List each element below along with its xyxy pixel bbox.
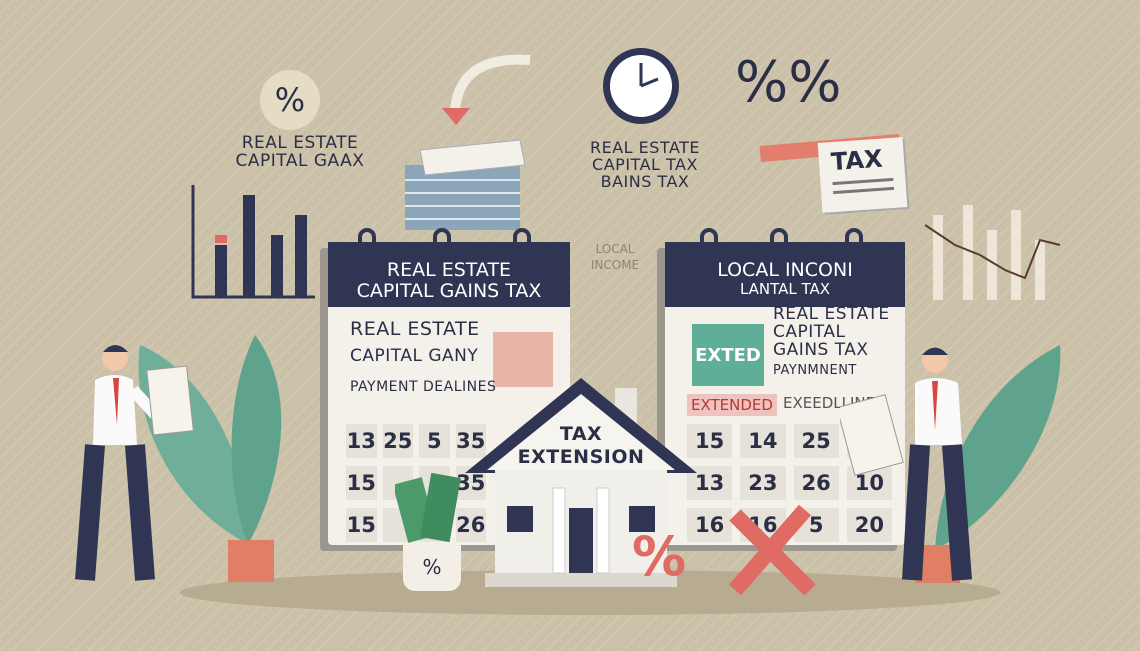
house-label: TAX EXTENSION [505, 423, 657, 469]
extended-badge: EXTED [692, 324, 764, 386]
calendar-date-cell: 15 [687, 424, 733, 458]
calendar-date-cell: 20 [846, 508, 892, 542]
tax-document: TAX [817, 137, 908, 213]
house-label-line: EXTENSION [517, 445, 645, 468]
house-label-line: TAX [559, 423, 603, 445]
calendar-line: PAYMENT DEALINES [350, 378, 497, 395]
right-calendar: LOCAL INCONI LANTAL TAX EXTED REAL ESTAT… [665, 228, 905, 545]
calendar-date-cell: 25 [793, 424, 839, 458]
calendar-date-cell: 15 [346, 466, 377, 500]
header-line: CAPITAL GAINS TAX [356, 279, 542, 302]
money-icon [395, 472, 461, 543]
percent-symbol: % [632, 525, 687, 588]
calendar-date-cell: 25 [382, 424, 413, 458]
calendar-line: REAL ESTATE [350, 318, 480, 340]
extended-label: EXTENDED [687, 394, 777, 416]
percent-pot: % [403, 543, 461, 591]
double-percent-icon: %% [735, 50, 842, 115]
tax-document-label: TAX [830, 144, 884, 177]
x-mark-icon [728, 505, 816, 595]
top-left-caption: REAL ESTATE CAPITAL GAAX [215, 133, 385, 171]
side-label-line: LOCAL [595, 242, 635, 256]
calendar-line: GAINS TAX [773, 339, 869, 360]
calendar-date-cell: 16 [687, 508, 733, 542]
line-chart-icon [925, 205, 1061, 300]
calendar-line: REAL ESTATE [773, 304, 890, 324]
percent-badge: % [260, 70, 320, 130]
top-center-caption: REAL ESTATE CAPITAL TAX BAINS TAX [565, 138, 725, 191]
header-line: LANTAL TAX [739, 279, 831, 298]
header-line: LOCAL INCONI [717, 259, 853, 281]
calendar-line: PAYNMNENT [773, 362, 857, 378]
businessman-right [840, 347, 972, 581]
calendar-date-cell: 14 [740, 424, 786, 458]
caption-line: REAL ESTATE [589, 138, 701, 157]
caption-line: CAPITAL GAAX [235, 150, 365, 171]
calendar-date-cell: 15 [346, 508, 377, 542]
pink-note [493, 332, 553, 387]
calendar-line: CAPITAL GANY [350, 345, 479, 366]
calendar-date-cell: 26 [793, 466, 839, 500]
calendar-date-cell: 26 [455, 508, 486, 542]
calendar-date-cell: 35 [455, 424, 486, 458]
caption-line: CAPITAL TAX [592, 154, 698, 174]
header-line: REAL ESTATE [386, 259, 512, 281]
house-icon [465, 378, 697, 587]
calendar-date-cell: 5 [419, 424, 450, 458]
businessman-left [75, 345, 194, 581]
calendar-date-cell: 13 [346, 424, 377, 458]
caption-line: REAL ESTATE [241, 133, 359, 153]
caption-line: BAINS TAX [600, 171, 690, 191]
calendar-date-grid: 1514258132326101616520 [687, 424, 892, 542]
arrow-icon [442, 54, 531, 125]
calendar-line: CAPITAL [773, 321, 846, 342]
bar-chart-icon [191, 185, 315, 299]
side-label: LOCAL INCOME [580, 242, 650, 273]
calendar-date-cell: 23 [740, 466, 786, 500]
clock-icon [603, 48, 679, 124]
document-stack-icon [405, 139, 526, 230]
side-label-line: INCOME [590, 257, 640, 272]
